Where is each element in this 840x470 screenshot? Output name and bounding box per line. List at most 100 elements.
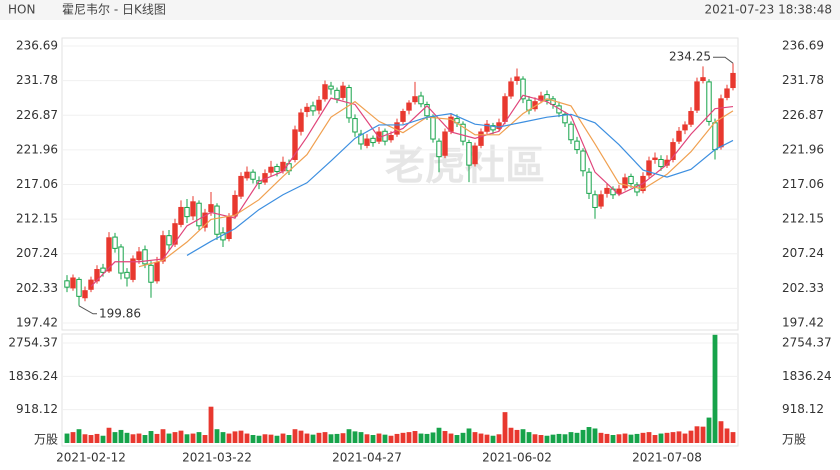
volume-bar xyxy=(628,434,634,443)
volume-bar xyxy=(562,434,568,443)
volume-bar xyxy=(124,432,130,443)
volume-bar xyxy=(274,435,280,443)
y-tick-label: 231.78 xyxy=(16,73,58,87)
volume-bar xyxy=(298,430,304,443)
volume-bar xyxy=(598,432,604,443)
volume-bar xyxy=(94,433,100,443)
candle-body xyxy=(268,166,274,173)
candle-body xyxy=(64,280,70,288)
candle-body xyxy=(574,140,580,151)
candle-body xyxy=(106,237,112,272)
candle-body xyxy=(418,95,424,105)
volume-bar xyxy=(550,434,556,443)
volume-bar xyxy=(220,432,226,443)
volume-bar xyxy=(616,434,622,443)
volume-bar xyxy=(166,433,172,443)
candle-body xyxy=(430,116,436,140)
candle-body xyxy=(328,85,334,90)
candle-body xyxy=(118,246,124,274)
y-tick-label: 207.24 xyxy=(16,246,58,260)
y-tick-label: 236.69 xyxy=(16,39,58,53)
volume-bar xyxy=(202,435,208,443)
candle-body xyxy=(148,264,154,283)
y-tick-label-right: 221.96 xyxy=(782,142,824,156)
volume-bar xyxy=(136,433,142,443)
volume-bar xyxy=(190,433,196,443)
x-tick-label: 2021-06-02 xyxy=(482,451,552,465)
volume-bar xyxy=(316,432,322,443)
volume-bar xyxy=(658,433,664,443)
volume-bar xyxy=(604,433,610,443)
high-leader xyxy=(713,56,734,64)
volume-bar xyxy=(682,433,688,443)
volume-bar xyxy=(670,432,676,443)
moving-average xyxy=(186,113,734,256)
volume-tick-label: 1836.24 xyxy=(8,369,58,383)
candle-body xyxy=(292,129,298,160)
y-tick-label-right: 236.69 xyxy=(782,39,824,53)
volume-bar xyxy=(160,429,166,443)
volume-bar xyxy=(574,432,580,443)
candle-body xyxy=(568,123,574,141)
volume-bar xyxy=(370,435,376,443)
candle-body xyxy=(274,166,280,172)
volume-tick-label-right: 2754.37 xyxy=(782,336,832,350)
candle-body xyxy=(514,76,520,81)
volume-bar xyxy=(718,421,724,443)
volume-bar xyxy=(106,427,112,443)
volume-bar xyxy=(520,429,526,443)
candle-body xyxy=(388,135,394,141)
candle-body xyxy=(502,96,508,122)
volume-bar xyxy=(640,432,646,443)
moving-average xyxy=(138,98,734,268)
volume-bar xyxy=(238,430,244,443)
volume-bar xyxy=(364,434,370,443)
volume-bar xyxy=(82,434,88,443)
volume-bar xyxy=(538,435,544,443)
volume-tick-label: 2754.37 xyxy=(8,336,58,350)
volume-tick-label-right: 1836.24 xyxy=(782,369,832,383)
candle-body xyxy=(718,98,724,148)
candle-body xyxy=(250,171,256,180)
candle-body xyxy=(112,236,118,249)
candle-body xyxy=(628,175,634,184)
volume-bar xyxy=(172,432,178,443)
candle-body xyxy=(226,216,232,239)
volume-bar xyxy=(634,433,640,443)
candle-body xyxy=(442,131,448,156)
candle-body xyxy=(658,158,664,168)
volume-bar xyxy=(334,433,340,443)
volume-bar xyxy=(142,435,148,443)
volume-bar xyxy=(406,432,412,443)
candle-body xyxy=(466,142,472,166)
volume-bar xyxy=(556,433,562,443)
volume-bar xyxy=(148,431,154,443)
volume-bar xyxy=(304,433,310,443)
candle-body xyxy=(436,140,442,158)
y-tick-label-right: 212.15 xyxy=(782,212,824,226)
candle-body xyxy=(130,258,136,280)
candle-body xyxy=(82,290,88,299)
volume-bar xyxy=(376,433,382,443)
volume-bar xyxy=(178,430,184,443)
candle-body xyxy=(202,212,208,228)
candle-body xyxy=(616,188,622,194)
volume-bar xyxy=(478,433,484,443)
candle-body xyxy=(100,267,106,273)
volume-unit-right: 万股 xyxy=(782,433,806,447)
volume-bar xyxy=(526,432,532,443)
volume-bar xyxy=(262,434,268,443)
volume-bar xyxy=(694,426,700,443)
x-tick-label: 2021-07-08 xyxy=(632,451,702,465)
candle-body xyxy=(622,177,628,189)
volume-bar xyxy=(154,433,160,443)
volume-bar xyxy=(514,429,520,443)
candle-body xyxy=(484,123,490,132)
volume-bar xyxy=(466,428,472,443)
volume-bar xyxy=(724,428,730,443)
volume-bar xyxy=(508,427,514,443)
volume-bar xyxy=(448,433,454,443)
volume-bar xyxy=(250,435,256,443)
y-tick-label: 226.87 xyxy=(16,108,58,122)
